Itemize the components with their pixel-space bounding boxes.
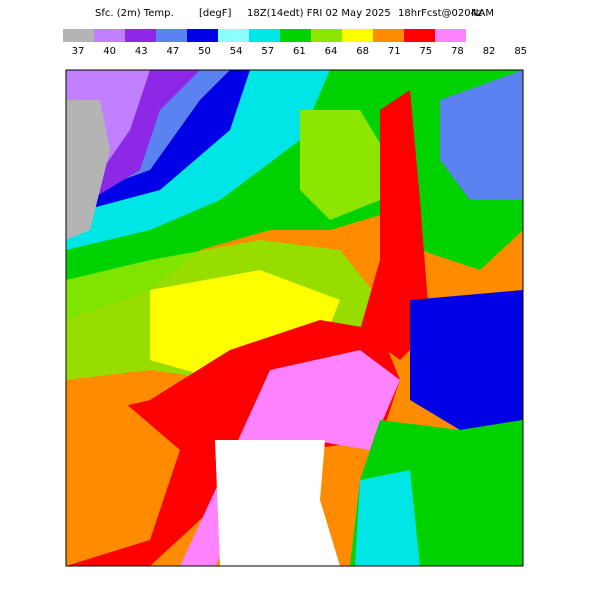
colorbar-label: 85: [514, 46, 527, 57]
colorbar-swatch: [156, 29, 187, 42]
colorbar-swatch: [280, 29, 311, 42]
map-frame: [65, 69, 524, 567]
colorbar-label: 37: [72, 46, 85, 57]
colorbar-label: 71: [388, 46, 401, 57]
colorbar-swatch: [94, 29, 125, 42]
colorbar-label: 75: [419, 46, 432, 57]
colorbar-label: 61: [293, 46, 306, 57]
colorbar-label: 64: [325, 46, 338, 57]
colorbar-swatch: [218, 29, 249, 42]
colorbar-label: 50: [198, 46, 211, 57]
colorbar: 37 40 43 47 50 54 57 61 64 68 71 75 78 82 85: [63, 29, 527, 57]
colorbar-swatch: [63, 29, 94, 42]
colorbar-label: 40: [103, 46, 116, 57]
temperature-field: [66, 70, 523, 566]
colorbar-swatch: [342, 29, 373, 42]
colorbar-swatch: [435, 29, 466, 42]
valid-time: 18Z(14edt) FRI 02 May 2025: [247, 8, 391, 19]
colorbar-swatch: [187, 29, 218, 42]
forecast: 18hrFcst@0204z: [398, 8, 482, 19]
colorbar-swatch: [373, 29, 404, 42]
colorbar-label: 68: [356, 46, 369, 57]
model: NAM: [471, 8, 494, 19]
colorbar-label: 43: [135, 46, 148, 57]
colorbar-label: 47: [166, 46, 179, 57]
colorbar-label: 78: [451, 46, 464, 57]
title: Sfc. (2m) Temp.: [95, 8, 174, 19]
colorbar-swatch: [404, 29, 435, 42]
colorbar-swatch: [311, 29, 342, 42]
colorbar-label: 54: [230, 46, 243, 57]
colorbar-label: 57: [261, 46, 274, 57]
units: [degF]: [199, 8, 232, 19]
colorbar-swatch: [125, 29, 156, 42]
colorbar-label: 82: [483, 46, 496, 57]
colorbar-swatch: [249, 29, 280, 42]
